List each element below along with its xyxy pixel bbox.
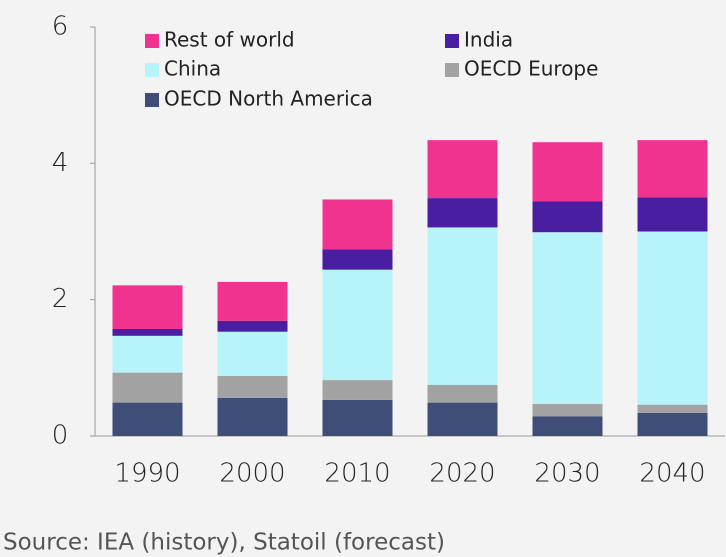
y-tick-label: 0 [52, 421, 69, 451]
legend-swatch [145, 63, 159, 77]
bar-segment [637, 140, 708, 198]
bar-segment [532, 201, 603, 233]
legend-label: China [164, 57, 221, 81]
bar-segment [322, 399, 393, 436]
bar-segment [217, 376, 288, 398]
x-tick-label: 2000 [219, 459, 285, 489]
bar-segment [322, 249, 393, 270]
legend-swatch [145, 34, 159, 48]
y-tick-label: 2 [52, 284, 69, 314]
bar-segment [532, 403, 603, 417]
legend-swatch [145, 93, 159, 107]
legend-label: Rest of world [164, 28, 295, 52]
legend-label: India [464, 28, 513, 52]
x-tick-label: 2030 [534, 459, 600, 489]
y-tick-label: 6 [52, 12, 69, 42]
bar-segment [217, 281, 288, 321]
bar-segment [532, 142, 603, 202]
bar-segment [217, 397, 288, 436]
x-tick-label: 2020 [429, 459, 495, 489]
x-tick-label: 1990 [114, 459, 180, 489]
x-tick-label: 2040 [639, 459, 705, 489]
bar-segment [427, 198, 498, 228]
bar-segment [322, 269, 393, 381]
x-tick-label: 2010 [324, 459, 390, 489]
bar-segment [112, 335, 183, 373]
bar-segment [637, 197, 708, 232]
bar-segment [217, 320, 288, 332]
bar-segment [637, 404, 708, 413]
bar-segment [427, 140, 498, 199]
bar-segment [532, 232, 603, 404]
bar-segment [112, 372, 183, 403]
source-note: Source: IEA (history), Statoil (forecast… [3, 530, 445, 556]
bar-segment [427, 227, 498, 385]
bar-segment [532, 416, 603, 436]
legend-label: OECD Europe [464, 57, 598, 81]
bar-segment [112, 402, 183, 436]
bar-segment [427, 402, 498, 436]
bar-segment [217, 331, 288, 377]
bar-segment [322, 199, 393, 250]
legend-swatch [445, 34, 459, 48]
bar-segment [637, 412, 708, 436]
y-tick-label: 4 [52, 148, 69, 178]
bar-segment [637, 231, 708, 405]
legend-swatch [445, 63, 459, 77]
bar-segment [322, 380, 393, 400]
legend-label: OECD North America [164, 87, 373, 111]
bar-segment [427, 384, 498, 403]
bar-segment [112, 285, 183, 329]
bar-segment [112, 328, 183, 336]
